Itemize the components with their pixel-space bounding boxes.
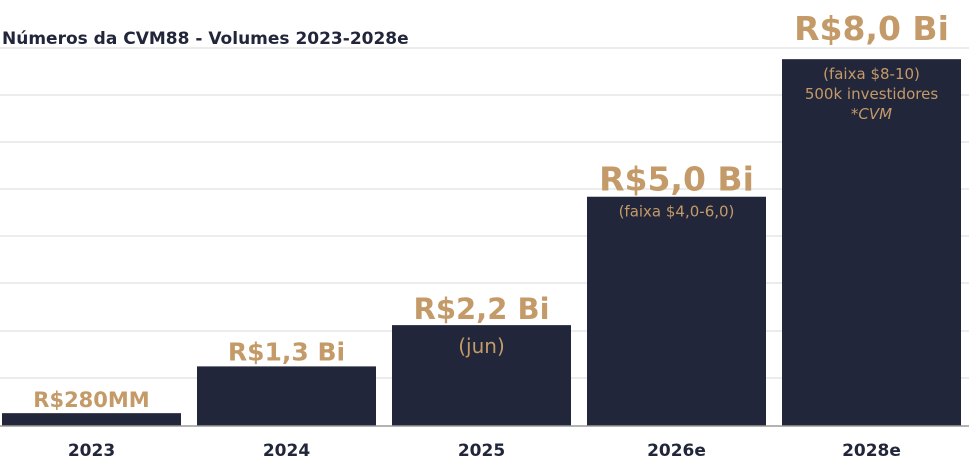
- value-label-2028e: R$8,0 Bi: [794, 9, 949, 48]
- note-label: (faixa $4,0-6,0): [619, 203, 735, 221]
- gridlines: [0, 47, 969, 379]
- bar-2028e: [782, 59, 961, 427]
- bars: [2, 59, 961, 427]
- x-tick-2024: 2024: [263, 441, 310, 461]
- note-label: (jun): [458, 334, 505, 358]
- note-label: 500k investidores: [805, 85, 938, 103]
- x-tick-2025: 2025: [458, 441, 505, 461]
- note-label: *CVM: [851, 105, 892, 123]
- x-tick-2028e: 2028e: [842, 441, 901, 461]
- bar-2025: [392, 325, 571, 426]
- bar-2024: [197, 366, 376, 426]
- data-labels: R$280MM R$1,3 Bi R$2,2 Bi (jun) R$5,0 Bi (fai…: [33, 9, 949, 412]
- value-label-2023: R$280MM: [33, 388, 149, 412]
- value-label-2024: R$1,3 Bi: [228, 337, 345, 366]
- bar-2026e: [587, 196, 766, 426]
- value-label-2025: R$2,2 Bi: [413, 292, 549, 326]
- x-tick-2026e: 2026e: [647, 441, 706, 461]
- bar-2023: [2, 413, 181, 426]
- x-tick-labels: 2023 2024 2025 2026e 2028e: [68, 441, 901, 461]
- value-label-2026e: R$5,0 Bi: [599, 160, 754, 199]
- x-tick-2023: 2023: [68, 441, 115, 461]
- chart-title: Números da CVM88 - Volumes 2023-2028e: [2, 29, 409, 49]
- note-label: (faixa $8-10): [823, 65, 920, 83]
